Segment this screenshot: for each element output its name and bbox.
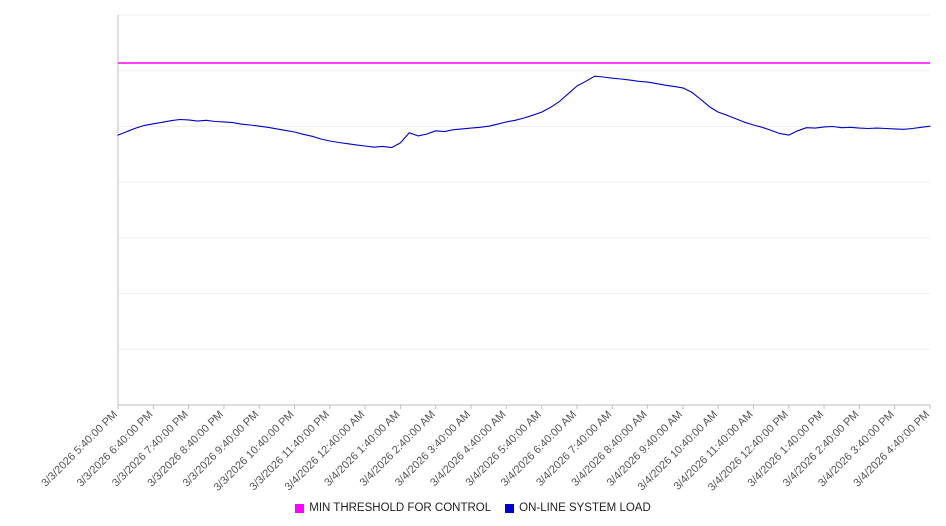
chart-legend: MIN THRESHOLD FOR CONTROL ON-LINE SYSTEM… bbox=[0, 496, 946, 526]
system-load-line bbox=[117, 75, 931, 149]
legend-item-min-threshold: MIN THRESHOLD FOR CONTROL bbox=[295, 502, 491, 514]
line-chart: 3/3/2026 5:40:00 PM3/3/2026 6:40:00 PM3/… bbox=[39, 14, 932, 494]
legend-item-system-load: ON-LINE SYSTEM LOAD bbox=[505, 502, 651, 514]
load-legend-label: ON-LINE SYSTEM LOAD bbox=[519, 502, 651, 514]
x-tick-labels: 3/3/2026 5:40:00 PM3/3/2026 6:40:00 PM3/… bbox=[39, 409, 932, 494]
x-ticks bbox=[117, 405, 931, 409]
load-legend-swatch bbox=[505, 503, 515, 513]
axes bbox=[117, 15, 930, 406]
threshold-legend-label: MIN THRESHOLD FOR CONTROL bbox=[309, 502, 492, 514]
y-gridlines bbox=[118, 14, 930, 406]
threshold-legend-swatch bbox=[295, 503, 305, 513]
